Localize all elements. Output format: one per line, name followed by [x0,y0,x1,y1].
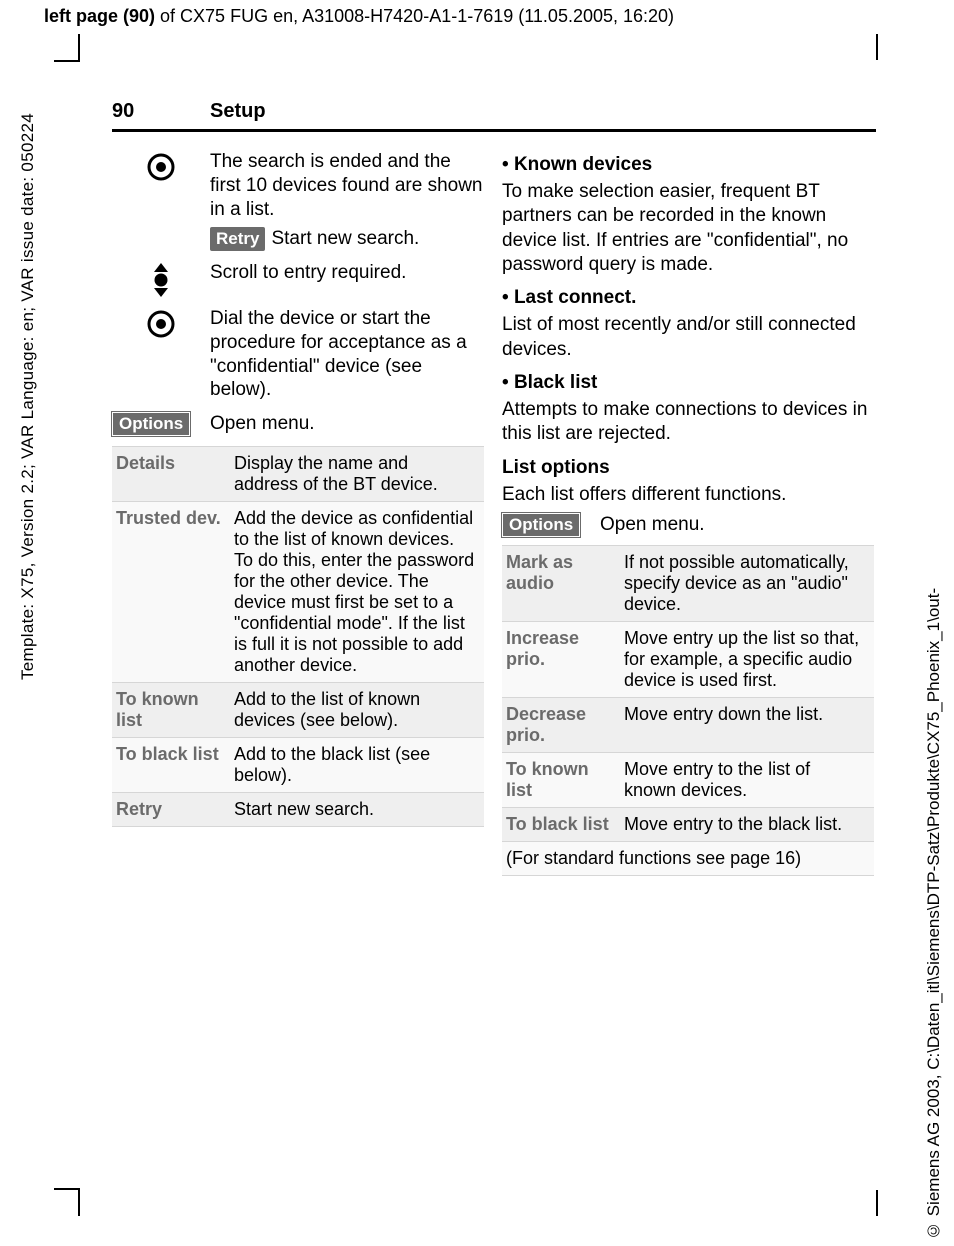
doc-header: left page (90) of CX75 FUG en, A31008-H7… [44,6,674,27]
step-row: Scroll to entry required. [112,261,484,297]
opt-key: To black list [112,738,230,793]
opt-key: To known list [502,752,620,807]
opt-val: Display the name and address of the BT d… [230,447,484,502]
bullet-heading: Known devices [502,154,874,176]
content: 90 Setup The search is ended and the fir… [112,100,876,876]
opt-val: Move entry down the list. [620,697,874,752]
opt-val: Add to the black list (see below). [230,738,484,793]
center-key-icon [112,307,210,339]
table-row: To black listAdd to the black list (see … [112,738,484,793]
step-text: Dial the device or start the procedure f… [210,307,484,402]
paragraph: List of most recently and/or still conne… [502,313,874,362]
right-margin-text: © Siemens AG 2003, C:\Daten_itl\Siemens\… [924,560,944,1240]
nav-updown-icon [112,261,210,297]
opt-key: Details [112,447,230,502]
subheading: List options [502,457,874,479]
table-row: RetryStart new search. [112,793,484,827]
crop-mark [54,1188,80,1190]
options-row: Options Open menu. [502,513,874,537]
columns: The search is ended and the first 10 dev… [112,150,876,876]
table-row: To known listAdd to the list of known de… [112,683,484,738]
crop-mark [78,1190,80,1216]
table-row: Increase prio.Move entry up the list so … [502,621,874,697]
table-row: To black listMove entry to the black lis… [502,807,874,841]
paragraph: Each list offers different functions. [502,483,874,507]
paragraph: Attempts to make connections to devices … [502,398,874,447]
page-number: 90 [112,100,210,123]
paragraph: To make selection easier, frequent BT pa… [502,180,874,277]
left-column: The search is ended and the first 10 dev… [112,150,484,876]
table-footnote: (For standard functions see page 16) [502,841,874,875]
opt-val: Move entry to the black list. [620,807,874,841]
table-row: Trusted dev.Add the device as confidenti… [112,502,484,683]
retry-text: Start new search. [271,228,419,249]
footnote-text: (For standard functions see page 16) [502,841,874,875]
table-row: Mark as audioIf not possible automatical… [502,545,874,621]
opt-key: Mark as audio [502,545,620,621]
opt-key: Decrease prio. [502,697,620,752]
options-table-right: Mark as audioIf not possible automatical… [502,545,874,876]
table-row: Decrease prio.Move entry down the list. [502,697,874,752]
opt-val: Move entry to the list of known devices. [620,752,874,807]
opt-key: To known list [112,683,230,738]
page: left page (90) of CX75 FUG en, A31008-H7… [0,0,954,1246]
crop-mark [876,1190,878,1216]
softkey-options: Options [112,412,190,436]
crop-mark [78,34,80,60]
doc-header-rest: of CX75 FUG en, A31008-H7420-A1-1-7619 (… [155,6,674,26]
options-table-left: DetailsDisplay the name and address of t… [112,446,484,827]
table-row: DetailsDisplay the name and address of t… [112,447,484,502]
opt-val: If not possible automatically, specify d… [620,545,874,621]
doc-header-bold: left page (90) [44,6,155,26]
crop-mark [54,60,80,62]
step-text: The search is ended and the first 10 dev… [210,150,484,251]
opt-key: To black list [502,807,620,841]
opt-val: Add to the list of known devices (see be… [230,683,484,738]
bullet-heading: Last connect. [502,287,874,309]
step-text: Scroll to entry required. [210,261,484,285]
opt-key: Trusted dev. [112,502,230,683]
crop-mark [876,34,878,60]
opt-key: Retry [112,793,230,827]
step-row: The search is ended and the first 10 dev… [112,150,484,251]
right-column: Known devices To make selection easier, … [502,150,874,876]
step-text-body: The search is ended and the first 10 dev… [210,150,484,221]
left-margin-text: Template: X75, Version 2.2; VAR Language… [18,40,38,680]
opt-key: Increase prio. [502,621,620,697]
options-row: Options Open menu. [112,412,484,436]
softkey-options: Options [502,513,580,537]
running-head: 90 Setup [112,100,876,132]
opt-val: Start new search. [230,793,484,827]
table-row: To known listMove entry to the list of k… [502,752,874,807]
softkey-retry: Retry [210,227,265,250]
bullet-heading: Black list [502,372,874,394]
page-title: Setup [210,100,266,123]
options-text: Open menu. [210,413,315,435]
opt-val: Add the device as confidential to the li… [230,502,484,683]
center-key-icon [112,150,210,182]
step-row: Dial the device or start the procedure f… [112,307,484,402]
opt-val: Move entry up the list so that, for exam… [620,621,874,697]
options-text: Open menu. [600,514,705,536]
